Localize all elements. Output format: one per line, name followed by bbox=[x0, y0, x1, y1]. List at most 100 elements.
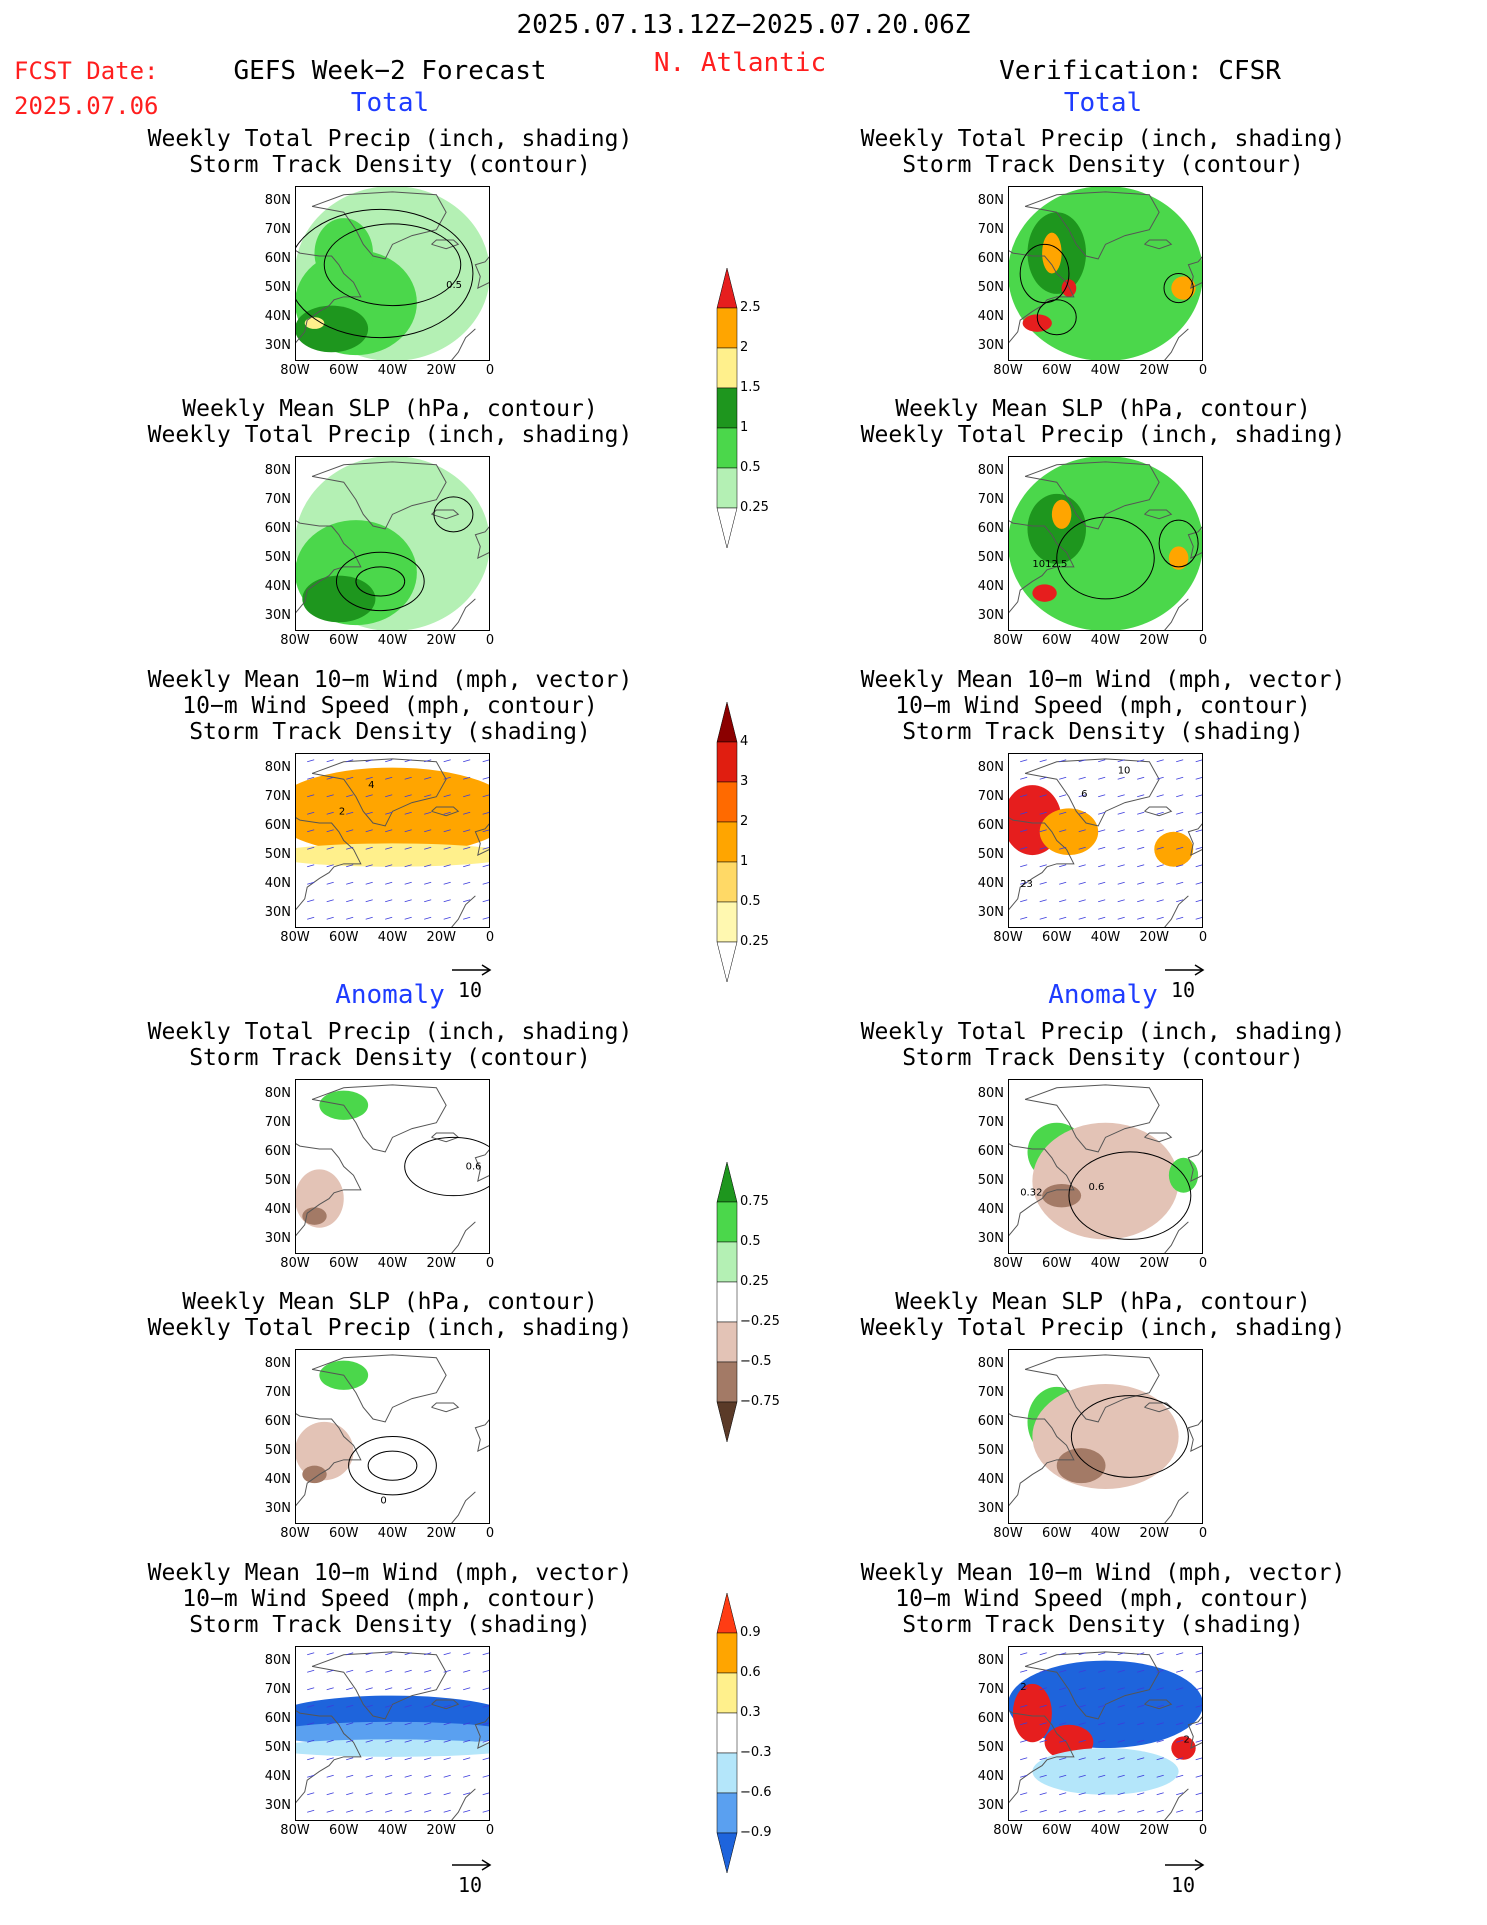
panel-title-line: Weekly Total Precip (inch, shading) bbox=[147, 1315, 633, 1341]
lon-label: 40W bbox=[1090, 1823, 1121, 1838]
lon-label: 40W bbox=[1090, 633, 1121, 648]
lat-label: 80N bbox=[977, 462, 1004, 478]
lon-label: 60W bbox=[1042, 633, 1072, 648]
panel-title-line: Weekly Mean SLP (hPa, contour) bbox=[182, 396, 598, 422]
lat-label: 30N bbox=[977, 338, 1004, 354]
lat-label: 40N bbox=[264, 579, 291, 595]
map-canvas: 22 bbox=[1008, 1646, 1203, 1821]
map-total-precip-track-forecast: 0.5 80N 70N 60N 50N 40N 30N 80W 60W 40W 20W 0 bbox=[265, 186, 494, 378]
panel-anomaly-precip-track-forecast: Weekly Total Precip (inch, shading) Stor… bbox=[140, 1019, 640, 1304]
colorbar-tick: 2 bbox=[740, 340, 749, 355]
map-canvas: 0 bbox=[295, 1349, 490, 1524]
section-anomaly-left: Anomaly bbox=[335, 980, 445, 1010]
panel-total-wind-track-forecast: Weekly Mean 10−m Wind (mph, vector) 10−m… bbox=[140, 667, 640, 987]
map-canvas: 42 bbox=[295, 753, 490, 928]
lat-label: 60N bbox=[264, 250, 291, 266]
panel-anomaly-precip-track-verification: Weekly Total Precip (inch, shading) Stor… bbox=[853, 1019, 1353, 1304]
panel-total-precip-track-forecast: Weekly Total Precip (inch, shading) Stor… bbox=[140, 126, 640, 411]
lat-label: 70N bbox=[264, 1384, 291, 1400]
lon-label: 60W bbox=[329, 363, 359, 378]
colorbar-tick: 1 bbox=[740, 420, 749, 435]
colorbar-tick: −0.9 bbox=[740, 1825, 772, 1840]
lat-label: 80N bbox=[264, 1652, 291, 1668]
lon-label: 60W bbox=[1042, 1256, 1072, 1271]
lon-label: 40W bbox=[377, 1256, 408, 1271]
lon-label: 80W bbox=[993, 1526, 1023, 1541]
lon-label: 0 bbox=[1198, 1823, 1208, 1838]
lat-label: 50N bbox=[264, 1173, 291, 1189]
map-anomaly-wind-track-verification: 2 2 80N 70N 60N 50N 40N 30N 80W 60W 40W 20W 0 bbox=[978, 1646, 1207, 1838]
lon-label: 40W bbox=[1090, 1526, 1121, 1541]
lon-label: 60W bbox=[1042, 930, 1072, 945]
lat-label: 60N bbox=[977, 1413, 1004, 1429]
panel-title-line: Weekly Total Precip (inch, shading) bbox=[860, 1315, 1346, 1341]
map-canvas bbox=[295, 1646, 490, 1821]
vector-reference-label: 10 bbox=[458, 1873, 483, 1897]
lon-label: 0 bbox=[485, 1256, 495, 1271]
lat-label: 50N bbox=[264, 550, 291, 566]
lon-label: 0 bbox=[485, 1823, 495, 1838]
lon-label: 0 bbox=[485, 633, 495, 648]
colorbar-tick: 0.25 bbox=[740, 1274, 769, 1289]
colorbar-tick: 2.5 bbox=[740, 300, 761, 315]
lat-label: 50N bbox=[977, 1173, 1004, 1189]
lon-label: 0 bbox=[485, 930, 495, 945]
lat-label: 40N bbox=[264, 1472, 291, 1488]
lat-label: 50N bbox=[264, 847, 291, 863]
lon-label: 40W bbox=[377, 633, 408, 648]
colorbar-tick: −0.5 bbox=[740, 1354, 772, 1369]
forecast-title: GEFS Week−2 Forecast bbox=[233, 56, 547, 86]
lat-label: 40N bbox=[977, 876, 1004, 892]
lat-label: 70N bbox=[264, 221, 291, 237]
lat-label: 30N bbox=[977, 1231, 1004, 1247]
contour-label: 0.32 bbox=[1020, 1188, 1042, 1199]
panel-total-slp-precip-forecast: Weekly Mean SLP (hPa, contour) Weekly To… bbox=[140, 396, 640, 681]
lat-label: 80N bbox=[264, 759, 291, 775]
lon-label: 80W bbox=[993, 633, 1023, 648]
lat-label: 40N bbox=[264, 1769, 291, 1785]
lon-label: 60W bbox=[1042, 1823, 1072, 1838]
lon-label: 80W bbox=[993, 1256, 1023, 1271]
lon-label: 80W bbox=[280, 633, 310, 648]
panel-title-line: Weekly Mean SLP (hPa, contour) bbox=[182, 1289, 598, 1315]
lon-label: 0 bbox=[1198, 363, 1208, 378]
panel-title-line: Storm Track Density (shading) bbox=[902, 1612, 1304, 1638]
lon-label: 60W bbox=[329, 930, 359, 945]
lon-label: 20W bbox=[426, 363, 456, 378]
lat-label: 70N bbox=[264, 491, 291, 507]
map-total-wind-track-forecast: 4 2 80N 70N 60N 50N 40N 30N 80W 60W 40W 20W 0 bbox=[265, 753, 494, 945]
panel-title-line: Storm Track Density (shading) bbox=[189, 1612, 591, 1638]
lon-label: 80W bbox=[280, 363, 310, 378]
colorbar-tick: 2 bbox=[740, 814, 749, 829]
contour-label: 0.6 bbox=[1088, 1182, 1104, 1193]
colorbar-graphic bbox=[716, 702, 738, 983]
lat-label: 70N bbox=[977, 1681, 1004, 1697]
contour-label: 0 bbox=[380, 1496, 386, 1507]
lat-label: 70N bbox=[977, 1114, 1004, 1130]
lon-label: 80W bbox=[993, 930, 1023, 945]
lat-label: 30N bbox=[977, 1798, 1004, 1814]
panel-title-line: Weekly Mean 10−m Wind (mph, vector) bbox=[147, 1560, 633, 1586]
verification-title: Verification: CFSR bbox=[999, 56, 1281, 86]
colorbar-total-precip: 2.5 2 1.5 1 0.5 0.25 bbox=[712, 268, 802, 553]
panel-anomaly-wind-track-forecast: Weekly Mean 10−m Wind (mph, vector) 10−m… bbox=[140, 1560, 640, 1880]
panel-title-line: 10−m Wind Speed (mph, contour) bbox=[182, 1586, 598, 1612]
panel-anomaly-slp-precip-verification: Weekly Mean SLP (hPa, contour) Weekly To… bbox=[853, 1289, 1353, 1574]
panel-title-line: 10−m Wind Speed (mph, contour) bbox=[895, 1586, 1311, 1612]
lat-label: 30N bbox=[977, 905, 1004, 921]
lat-label: 80N bbox=[977, 1355, 1004, 1371]
lat-label: 40N bbox=[264, 309, 291, 325]
panel-title-line: Weekly Total Precip (inch, shading) bbox=[860, 126, 1346, 152]
lat-label: 50N bbox=[264, 280, 291, 296]
panel-anomaly-slp-precip-forecast: Weekly Mean SLP (hPa, contour) Weekly To… bbox=[140, 1289, 640, 1574]
forecast-period: 2025.07.13.12Z−2025.07.20.06Z bbox=[516, 10, 971, 40]
lat-label: 70N bbox=[977, 221, 1004, 237]
colorbar-graphic bbox=[716, 268, 738, 549]
map-canvas bbox=[295, 456, 490, 631]
lat-label: 30N bbox=[264, 905, 291, 921]
lon-label: 40W bbox=[377, 930, 408, 945]
lon-label: 0 bbox=[1198, 1256, 1208, 1271]
lat-label: 80N bbox=[264, 192, 291, 208]
panel-total-slp-precip-verification: Weekly Mean SLP (hPa, contour) Weekly To… bbox=[853, 396, 1353, 681]
section-anomaly-right: Anomaly bbox=[1048, 980, 1158, 1010]
